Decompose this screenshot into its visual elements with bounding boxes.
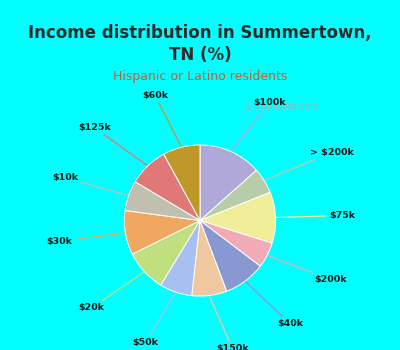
Text: $30k: $30k <box>47 233 124 246</box>
Wedge shape <box>164 145 200 220</box>
Wedge shape <box>200 220 272 266</box>
Wedge shape <box>200 192 276 243</box>
Wedge shape <box>192 220 226 296</box>
Wedge shape <box>135 154 200 220</box>
Text: $20k: $20k <box>79 272 144 312</box>
Text: $100k: $100k <box>231 98 286 150</box>
Text: ⓘ City-Data.com: ⓘ City-Data.com <box>246 102 318 111</box>
Text: $50k: $50k <box>132 293 175 347</box>
Wedge shape <box>125 182 200 220</box>
Text: $200k: $200k <box>268 256 347 284</box>
Wedge shape <box>200 170 270 220</box>
Wedge shape <box>200 220 260 291</box>
Wedge shape <box>132 220 200 285</box>
Text: $10k: $10k <box>52 174 128 195</box>
Text: $60k: $60k <box>142 91 181 146</box>
Text: Hispanic or Latino residents: Hispanic or Latino residents <box>113 70 287 83</box>
Text: Income distribution in Summertown,
TN (%): Income distribution in Summertown, TN (%… <box>28 24 372 64</box>
Text: > $200k: > $200k <box>265 148 354 180</box>
Wedge shape <box>200 145 256 220</box>
Text: $125k: $125k <box>78 123 147 165</box>
Text: $75k: $75k <box>276 211 355 220</box>
Text: $40k: $40k <box>246 282 303 328</box>
Wedge shape <box>124 210 200 254</box>
Text: $150k: $150k <box>210 296 249 350</box>
Wedge shape <box>161 220 200 296</box>
